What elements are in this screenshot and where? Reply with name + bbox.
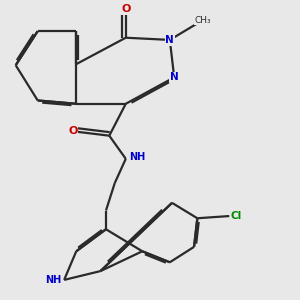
- Text: NH: NH: [129, 152, 146, 162]
- Text: O: O: [68, 126, 78, 136]
- Text: Cl: Cl: [231, 211, 242, 221]
- Text: O: O: [121, 4, 130, 14]
- Text: NH: NH: [45, 275, 61, 285]
- Text: N: N: [170, 72, 178, 82]
- Text: CH₃: CH₃: [194, 16, 211, 25]
- Text: N: N: [165, 35, 174, 45]
